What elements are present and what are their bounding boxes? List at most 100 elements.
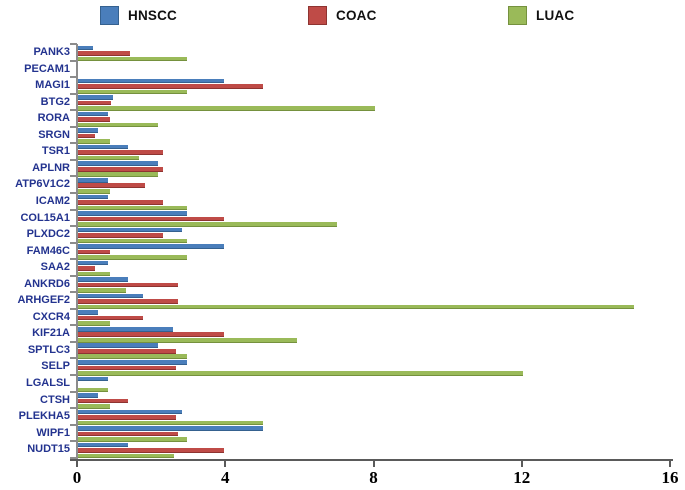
plot-area: PANK3 PECAM1 MAGI1 BTG2 RORA SRGN TSR1 APLNR ATP… xyxy=(0,43,685,487)
bar-luac-lgalsl xyxy=(78,387,108,393)
legend-item-hnscc: HNSCC xyxy=(100,4,177,26)
bar-group-btg2: BTG2 xyxy=(0,92,685,111)
gene-label-tsr1: TSR1 xyxy=(41,145,70,158)
bar-coac-ankrd6 xyxy=(78,282,179,288)
gene-label-srgn: SRGN xyxy=(38,128,70,141)
bar-group-fam46c: FAM46C xyxy=(0,241,685,260)
bar-coac-plxdc2 xyxy=(78,233,164,238)
y-axis-tick xyxy=(70,274,77,277)
bar-coac-srgn xyxy=(78,133,95,139)
bar-hnscc-saa2 xyxy=(78,260,108,266)
gene-label-magi1: MAGI1 xyxy=(35,79,70,92)
x-axis-tick-8 xyxy=(372,461,375,467)
y-axis-tick xyxy=(70,440,77,443)
gene-label-saa2: SAA2 xyxy=(40,261,70,274)
x-axis-tick-0 xyxy=(76,461,78,467)
bar-group-atp6v1c2: ATP6V1C2 xyxy=(0,175,685,194)
gene-label-lgalsl: LGALSL xyxy=(26,377,70,389)
bar-luac-aplnr xyxy=(78,172,158,178)
y-axis-tick xyxy=(70,158,77,161)
y-axis-tick xyxy=(70,423,77,426)
bar-hnscc-col15a1 xyxy=(78,211,188,216)
y-axis-tick xyxy=(70,76,77,79)
gene-label-pecam1: PECAM1 xyxy=(24,62,70,75)
bar-group-srgn: SRGN xyxy=(0,125,685,144)
gene-label-kif21a: KIF21A xyxy=(32,327,70,340)
bar-hnscc-nudt15 xyxy=(78,442,129,448)
bar-luac-tsr1 xyxy=(78,155,140,161)
gene-label-plekha5: PLEKHA5 xyxy=(18,410,70,423)
bar-group-magi1: MAGI1 xyxy=(0,76,685,95)
bar-coac-ctsh xyxy=(78,398,129,404)
y-axis-tick xyxy=(70,374,77,376)
gene-label-nudt15: NUDT15 xyxy=(27,443,70,456)
x-axis-tick-12 xyxy=(520,461,523,467)
y-axis-tick xyxy=(70,241,77,244)
x-axis-ticklabel-16: 16 xyxy=(661,468,679,487)
y-axis-tick xyxy=(70,307,77,310)
bar-group-icam2: ICAM2 xyxy=(0,191,685,211)
bar-group-kif21a: KIF21A xyxy=(0,324,685,343)
gene-label-wipf1: WIPF1 xyxy=(36,426,70,439)
bar-group-pecam1: PECAM1 xyxy=(0,59,685,78)
legend-label-coac: COAC xyxy=(336,7,377,23)
bar-group-plxdc2: PLXDC2 xyxy=(0,225,685,244)
bar-luac-wipf1 xyxy=(78,437,188,442)
bar-luac-plxdc2 xyxy=(78,238,188,244)
bar-luac-kif21a xyxy=(78,337,297,343)
bar-luac-nudt15 xyxy=(78,453,175,459)
bar-hnscc-cxcr4 xyxy=(78,310,99,315)
bar-hnscc-kif21a xyxy=(78,326,173,332)
bar-luac-rora xyxy=(78,122,158,128)
bar-coac-nudt15 xyxy=(78,448,225,453)
bar-hnscc-plekha5 xyxy=(78,409,182,415)
bar-group-tsr1: TSR1 xyxy=(0,142,685,161)
gene-label-plxdc2: PLXDC2 xyxy=(26,228,70,241)
bar-coac-rora xyxy=(78,117,110,122)
y-axis-tick xyxy=(70,291,77,294)
bar-luac-sptlc3 xyxy=(78,354,188,360)
bar-hnscc-atp6v1c2 xyxy=(78,177,108,183)
legend-label-luac: LUAC xyxy=(536,7,575,23)
gene-label-aplnr: APLNR xyxy=(32,161,70,174)
bar-hnscc-magi1 xyxy=(78,78,225,84)
gene-label-selp: SELP xyxy=(41,360,70,373)
gene-label-cxcr4: CXCR4 xyxy=(32,310,70,323)
bar-hnscc-icam2 xyxy=(78,194,108,200)
bar-coac-saa2 xyxy=(78,266,95,271)
bar-group-ctsh: CTSH xyxy=(0,390,685,409)
bar-coac-selp xyxy=(78,365,177,371)
y-axis-tick xyxy=(70,225,77,228)
bar-group-saa2: SAA2 xyxy=(0,258,685,277)
y-axis-tick xyxy=(70,109,77,112)
bar-coac-tsr1 xyxy=(78,150,164,155)
y-axis-tick xyxy=(70,59,77,62)
bar-group-ankrd6: ANKRD6 xyxy=(0,274,685,293)
gene-label-sptlc3: SPTLC3 xyxy=(27,343,70,356)
bar-hnscc-arhgef2 xyxy=(78,293,143,299)
gene-label-col15a1: COL15A1 xyxy=(20,211,70,224)
y-axis-tick xyxy=(70,175,77,178)
bar-group-rora: RORA xyxy=(0,109,685,128)
bar-luac-srgn xyxy=(78,139,110,144)
bar-coac-magi1 xyxy=(78,84,264,89)
bar-coac-arhgef2 xyxy=(78,299,179,304)
y-axis-tick xyxy=(70,258,77,261)
bar-coac-fam46c xyxy=(78,249,110,255)
bar-luac-cxcr4 xyxy=(78,321,110,326)
bar-hnscc-rora xyxy=(78,111,108,117)
bar-luac-saa2 xyxy=(78,271,110,277)
bar-hnscc-srgn xyxy=(78,128,99,133)
legend-swatch-hnscc xyxy=(100,5,119,25)
bar-hnscc-selp xyxy=(78,360,188,365)
x-axis-ticklabel-12: 12 xyxy=(513,468,531,487)
bar-group-plekha5: PLEKHA5 xyxy=(0,407,685,426)
bar-group-cxcr4: CXCR4 xyxy=(0,307,685,326)
bar-luac-btg2 xyxy=(78,106,375,111)
y-axis-tick xyxy=(70,142,77,145)
bar-hnscc-ankrd6 xyxy=(78,277,129,282)
legend-label-hnscc: HNSCC xyxy=(128,7,178,23)
legend-swatch-coac xyxy=(308,5,327,25)
y-axis-tick xyxy=(70,407,77,410)
y-axis-tick xyxy=(70,92,77,95)
